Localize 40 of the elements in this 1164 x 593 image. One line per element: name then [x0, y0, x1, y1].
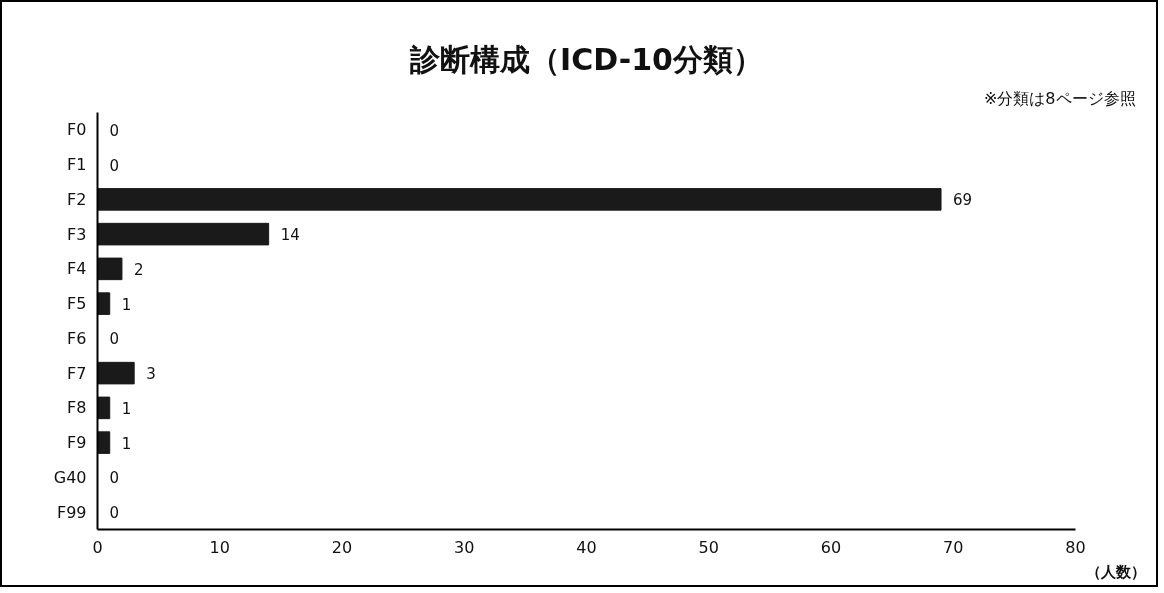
- x-tick-label: 20: [331, 537, 353, 557]
- x-tick-label: 70: [943, 537, 964, 557]
- y-tick-label: F4: [67, 259, 87, 279]
- y-tick-label: F99: [56, 502, 87, 522]
- data-label: 1: [121, 399, 132, 418]
- data-label: 0: [109, 504, 120, 523]
- data-label: 3: [146, 365, 156, 384]
- y-tick-label: F3: [67, 224, 87, 244]
- y-tick-label: F5: [67, 294, 87, 314]
- data-label: 69: [953, 191, 973, 210]
- data-label: 0: [109, 330, 120, 349]
- x-tick-label: 50: [698, 537, 719, 557]
- data-label: 0: [109, 156, 120, 175]
- x-tick-label: 30: [454, 537, 475, 557]
- data-label: 0: [109, 469, 120, 488]
- bar: [97, 257, 123, 281]
- y-tick-label: F6: [67, 328, 87, 348]
- y-tick-label: F1: [67, 155, 87, 175]
- chart-subtitle: ※分類は8ページ参照: [983, 88, 1136, 108]
- x-tick-label: 40: [576, 537, 597, 557]
- data-label: 14: [280, 226, 300, 245]
- y-tick-label: F9: [67, 433, 87, 453]
- bar: [97, 222, 270, 246]
- y-tick-label: F8: [67, 398, 87, 418]
- chart-title: 診断構成（ICD-10分類）: [409, 41, 763, 77]
- y-tick-label: F0: [67, 120, 87, 140]
- x-tick-label: 10: [209, 537, 230, 557]
- bar: [97, 188, 942, 211]
- data-label: 0: [109, 121, 120, 140]
- x-tick-label: 0: [92, 537, 103, 557]
- y-tick-label: G40: [53, 467, 87, 487]
- y-tick-label: F2: [67, 189, 87, 209]
- data-label: 2: [133, 260, 144, 279]
- data-label: 1: [121, 295, 132, 314]
- bar: [97, 361, 135, 385]
- data-label: 1: [121, 434, 132, 453]
- x-tick-label: 60: [820, 537, 842, 557]
- x-axis-title: （人数）: [1085, 562, 1146, 581]
- x-tick-label: 80: [1065, 537, 1086, 557]
- y-tick-label: F7: [67, 363, 87, 383]
